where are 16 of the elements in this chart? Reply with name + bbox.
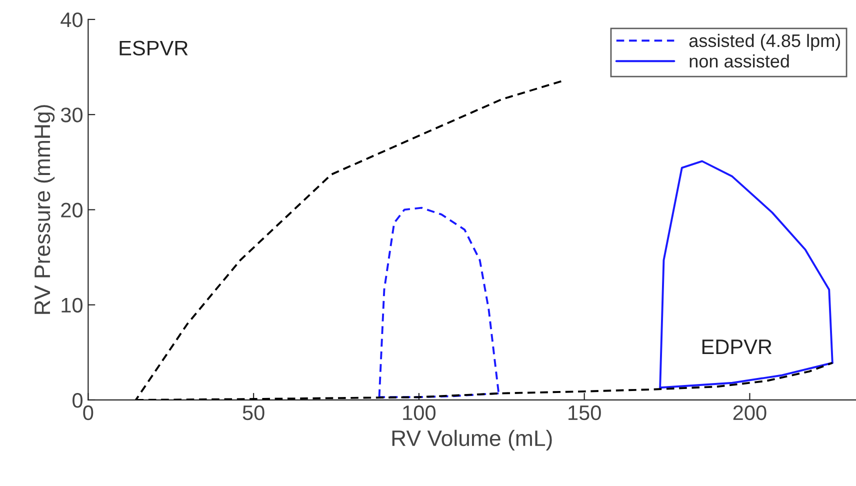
x-tick-label: 50 [242,405,264,420]
x-tick-label: 0 [83,405,94,420]
x-axis-title: RV Volume (mL) [392,430,552,451]
legend-label: non assisted [690,54,789,68]
legend-label: assisted (4.85 lpm) [689,34,840,51]
y-tick-label: 30 [60,108,82,122]
y-tick-label: 10 [62,298,82,313]
annotation: ESPVR [120,40,188,56]
x-tick-label: 200 [733,405,766,420]
y-tick-label: 0 [72,392,82,408]
y-axis-title: RV Pressure (mmHg) [34,105,55,314]
x-tick-label: 150 [568,405,601,420]
annotation: EDPVR [702,340,772,354]
y-tick-label: 40 [60,12,82,28]
x-tick-label: 100 [403,405,436,420]
y-tick-label: 20 [61,202,82,218]
